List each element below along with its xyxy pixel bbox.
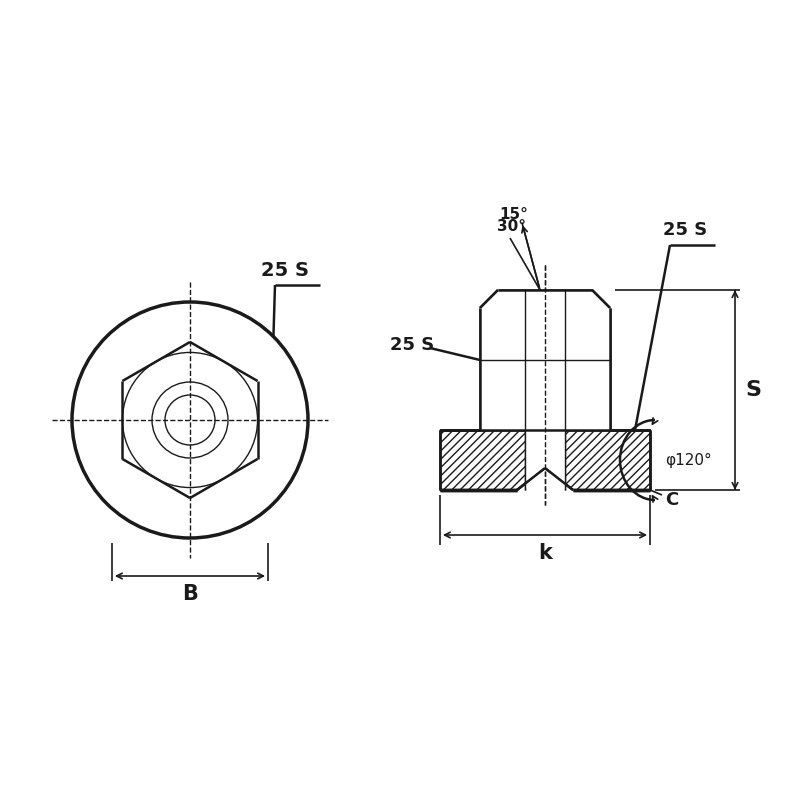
Text: S: S — [745, 380, 761, 400]
Text: 25 S: 25 S — [261, 261, 309, 279]
Polygon shape — [480, 290, 610, 430]
Text: C: C — [666, 491, 678, 509]
Text: 25 S: 25 S — [663, 221, 707, 239]
Text: 30°: 30° — [498, 218, 526, 234]
Text: φ120°: φ120° — [665, 453, 712, 467]
Text: 25 S: 25 S — [390, 336, 434, 354]
Text: 15°: 15° — [499, 207, 528, 222]
Text: B: B — [182, 584, 198, 604]
Polygon shape — [525, 430, 565, 490]
Text: k: k — [538, 543, 552, 563]
